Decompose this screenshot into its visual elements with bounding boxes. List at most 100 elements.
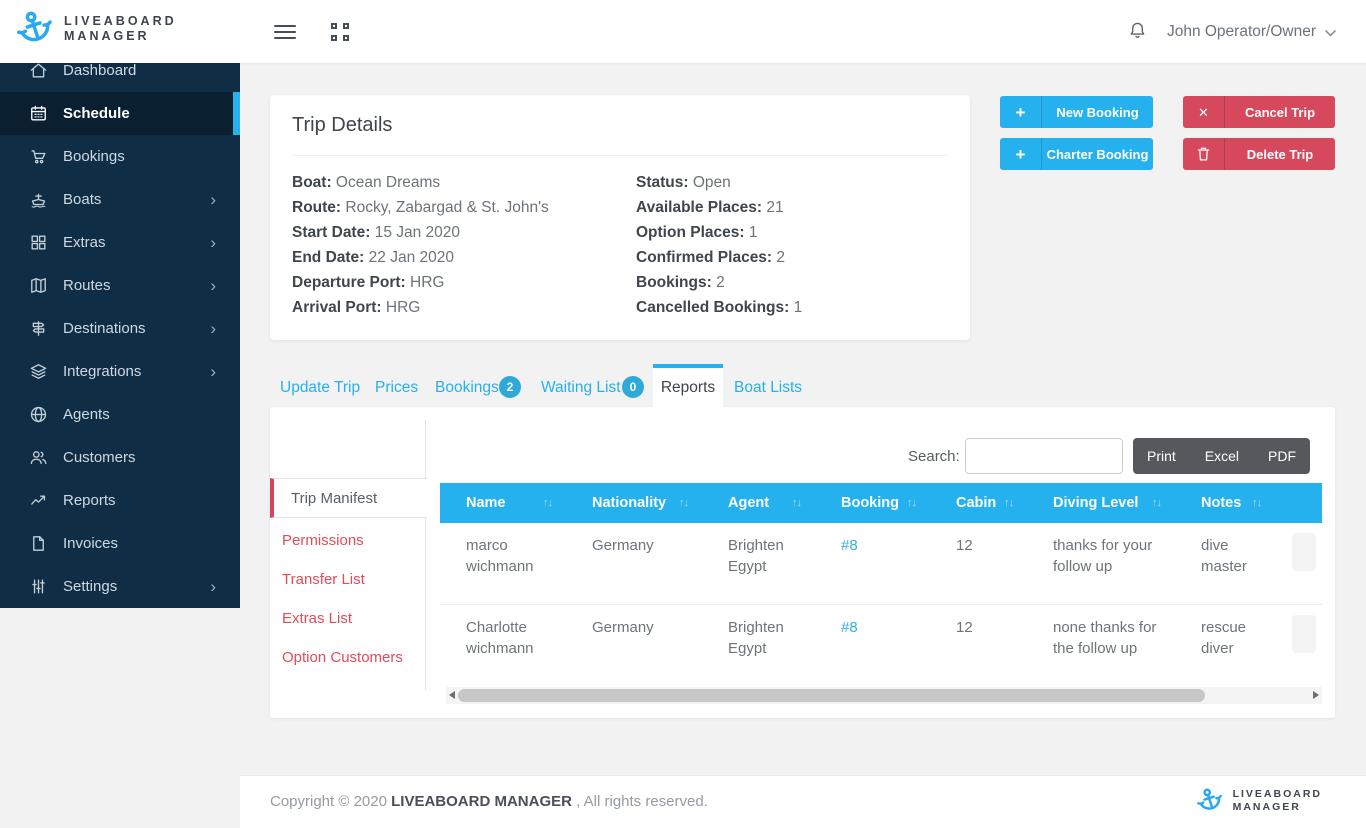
chevron-right-icon: › — [210, 233, 216, 252]
trip-details-title: Trip Details — [292, 114, 393, 136]
row-action-button[interactable] — [1292, 615, 1316, 653]
sidebar-item-routes[interactable]: Routes › — [0, 264, 240, 307]
booking-link[interactable]: #8 — [841, 619, 858, 636]
column-header-notes[interactable]: Notes ↑↓ — [1201, 495, 1262, 511]
hamburger-menu-icon[interactable] — [274, 25, 296, 39]
sidebar-item-label: Routes — [63, 277, 111, 294]
home-icon — [29, 63, 48, 80]
tab-reports[interactable]: Reports — [653, 364, 723, 408]
cancel-trip-button[interactable]: ✕ Cancel Trip — [1183, 96, 1335, 128]
chevron-right-icon: › — [210, 577, 216, 596]
anchor-logo-icon — [14, 8, 56, 50]
scroll-right-arrow[interactable] — [1313, 691, 1319, 699]
sidebar-item-invoices[interactable]: Invoices — [0, 522, 240, 565]
sidebar-item-agents[interactable]: Agents — [0, 393, 240, 436]
bookings-count-badge: 2 — [499, 376, 521, 398]
notifications-bell-icon[interactable] — [1127, 18, 1148, 47]
trip-details-card — [270, 95, 970, 340]
divider — [292, 155, 948, 156]
user-menu[interactable]: John Operator/Owner — [1167, 21, 1336, 42]
cell-cabin: 12 — [956, 537, 973, 554]
scrollbar-thumb[interactable] — [458, 689, 1205, 702]
horizontal-scrollbar[interactable] — [446, 687, 1322, 704]
table-row: Charlotte wichmann Germany Brighten Egyp… — [440, 605, 1322, 686]
sort-icon: ↑↓ — [1252, 497, 1262, 509]
grid-icon — [29, 233, 48, 252]
brand-line2: MANAGER — [1232, 801, 1301, 813]
submenu-item-permissions[interactable]: Permissions — [282, 532, 364, 549]
sidebar-nav: Dashboard Schedule Bookings Boats › Extr… — [0, 63, 240, 608]
sidebar-item-reports[interactable]: Reports — [0, 479, 240, 522]
tab-boat-lists[interactable]: Boat Lists — [734, 379, 803, 396]
plus-icon: + — [1000, 96, 1042, 128]
submenu-item-option-customers[interactable]: Option Customers — [282, 649, 403, 666]
file-icon — [29, 534, 48, 553]
trip-field: End Date: 22 Jan 2020 — [292, 249, 454, 266]
scroll-left-arrow[interactable] — [449, 691, 455, 699]
ship-icon — [29, 190, 48, 209]
trip-field: Route: Rocky, Zabargad & St. John's — [292, 199, 549, 216]
cart-icon — [29, 147, 48, 166]
sidebar-item-customers[interactable]: Customers — [0, 436, 240, 479]
cell-diving-level: thanks for your follow up — [1053, 537, 1153, 575]
fullscreen-icon[interactable] — [331, 23, 349, 41]
search-input[interactable] — [965, 438, 1123, 474]
sidebar-item-dashboard[interactable]: Dashboard — [0, 63, 240, 92]
trip-field: Departure Port: HRG — [292, 274, 445, 291]
signpost-icon — [29, 319, 48, 338]
sidebar-item-label: Dashboard — [63, 63, 137, 79]
tab-waiting-list[interactable]: Waiting List — [541, 379, 621, 396]
footer-logo: LIVEABOARD MANAGER — [1195, 786, 1322, 816]
column-header-booking[interactable]: Booking ↑↓ — [841, 495, 917, 511]
submenu-item-extras-list[interactable]: Extras List — [282, 610, 353, 627]
copyright-text: Copyright © 2020 LIVEABOARD MANAGER , Al… — [270, 793, 708, 810]
sidebar-item-schedule[interactable]: Schedule — [0, 92, 240, 135]
column-header-diving-level[interactable]: Diving Level ↑↓ — [1053, 495, 1162, 511]
tab-prices[interactable]: Prices — [375, 379, 419, 396]
cell-nationality: Germany — [592, 619, 654, 636]
chevron-right-icon: › — [210, 319, 216, 338]
cell-name: Charlotte wichmann — [466, 619, 534, 657]
cell-cabin: 12 — [956, 619, 973, 636]
chevron-down-icon — [1325, 24, 1336, 42]
row-action-button[interactable] — [1292, 533, 1316, 571]
app-header: LIVEABOARD MANAGER John Operator/Owner — [0, 0, 1366, 63]
sidebar-item-label: Invoices — [63, 535, 119, 552]
print-button[interactable]: Print — [1147, 448, 1176, 464]
trash-icon — [1183, 138, 1225, 170]
sort-icon: ↑↓ — [907, 497, 917, 509]
sidebar-item-bookings[interactable]: Bookings — [0, 135, 240, 178]
column-header-name[interactable]: Name ↑↓ — [466, 495, 553, 511]
sidebar-item-boats[interactable]: Boats › — [0, 178, 240, 221]
submenu-item-transfer-list[interactable]: Transfer List — [282, 571, 365, 588]
sidebar-item-integrations[interactable]: Integrations › — [0, 350, 240, 393]
column-header-nationality[interactable]: Nationality ↑↓ — [592, 495, 689, 511]
trip-field: Option Places: 1 — [636, 224, 758, 241]
pdf-button[interactable]: PDF — [1268, 448, 1296, 464]
brand-line2: MANAGER — [64, 29, 150, 43]
column-header-cabin[interactable]: Cabin ↑↓ — [956, 495, 1014, 511]
chevron-right-icon: › — [210, 190, 216, 209]
new-booking-button[interactable]: + New Booking — [1000, 96, 1153, 128]
sidebar-item-label: Integrations — [63, 363, 142, 380]
trip-field: Status: Open — [636, 174, 731, 191]
sidebar-item-label: Bookings — [63, 148, 125, 165]
table-row: marco wichmann Germany Brighten Egypt #8… — [440, 523, 1322, 605]
report-submenu — [270, 420, 426, 690]
submenu-item-trip-manifest[interactable]: Trip Manifest — [270, 478, 427, 518]
charter-booking-button[interactable]: + Charter Booking — [1000, 138, 1153, 170]
app-logo[interactable]: LIVEABOARD MANAGER — [14, 8, 177, 50]
chevron-right-icon: › — [210, 276, 216, 295]
sidebar-item-extras[interactable]: Extras › — [0, 221, 240, 264]
plus-icon: + — [1000, 138, 1042, 170]
booking-link[interactable]: #8 — [841, 537, 858, 554]
tab-update-trip[interactable]: Update Trip — [280, 379, 361, 396]
excel-button[interactable]: Excel — [1204, 448, 1240, 464]
column-header-agent[interactable]: Agent ↑↓ — [728, 495, 802, 511]
trip-field: Boat: Ocean Dreams — [292, 174, 441, 191]
sidebar-item-settings[interactable]: Settings › — [0, 565, 240, 608]
delete-trip-button[interactable]: Delete Trip — [1183, 138, 1335, 170]
tab-bookings[interactable]: Bookings — [435, 379, 499, 396]
sidebar-item-destinations[interactable]: Destinations › — [0, 307, 240, 350]
trip-details-right-column: Status: Open Available Places: 21 Option… — [636, 170, 956, 320]
